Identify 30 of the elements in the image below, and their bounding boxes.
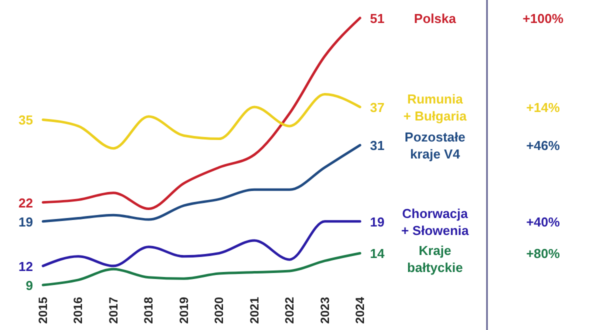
- data-label: 35: [18, 112, 33, 128]
- text: Kraje bałtyckie: [407, 242, 463, 275]
- data-label: 19: [18, 214, 33, 230]
- data-label: 9: [26, 278, 33, 293]
- text: +46%: [526, 138, 560, 154]
- x-tick-label: 2024: [353, 296, 367, 324]
- text: +80%: [526, 246, 560, 262]
- data-label: 37: [370, 100, 384, 115]
- text: +100%: [522, 11, 564, 26]
- x-tick-label: 2023: [318, 296, 332, 324]
- x-tick-label: 2020: [212, 296, 226, 324]
- data-label: 14: [370, 246, 386, 262]
- x-tick-label: 2021: [247, 296, 262, 324]
- data-label: 22: [18, 195, 33, 210]
- text: Pozostałe kraje V4: [404, 130, 466, 162]
- text: +14%: [526, 100, 560, 115]
- x-tick-label: 2016: [71, 296, 86, 324]
- text: +40%: [526, 214, 560, 230]
- x-tick-label: 2015: [36, 296, 50, 324]
- text: Polska: [414, 11, 457, 26]
- data-label: 12: [18, 258, 33, 274]
- data-label: 31: [370, 138, 384, 154]
- data-label: 19: [370, 214, 384, 230]
- data-label: 51: [370, 11, 384, 26]
- x-tick-label: 2017: [106, 296, 120, 324]
- x-tick-label: 2018: [142, 296, 156, 324]
- x-tick-label: 2022: [282, 296, 297, 324]
- x-tick-label: 2019: [176, 296, 191, 324]
- text: Chorwacja + Słowenia: [401, 206, 470, 238]
- text: Rumunia + Bułgaria: [403, 92, 468, 124]
